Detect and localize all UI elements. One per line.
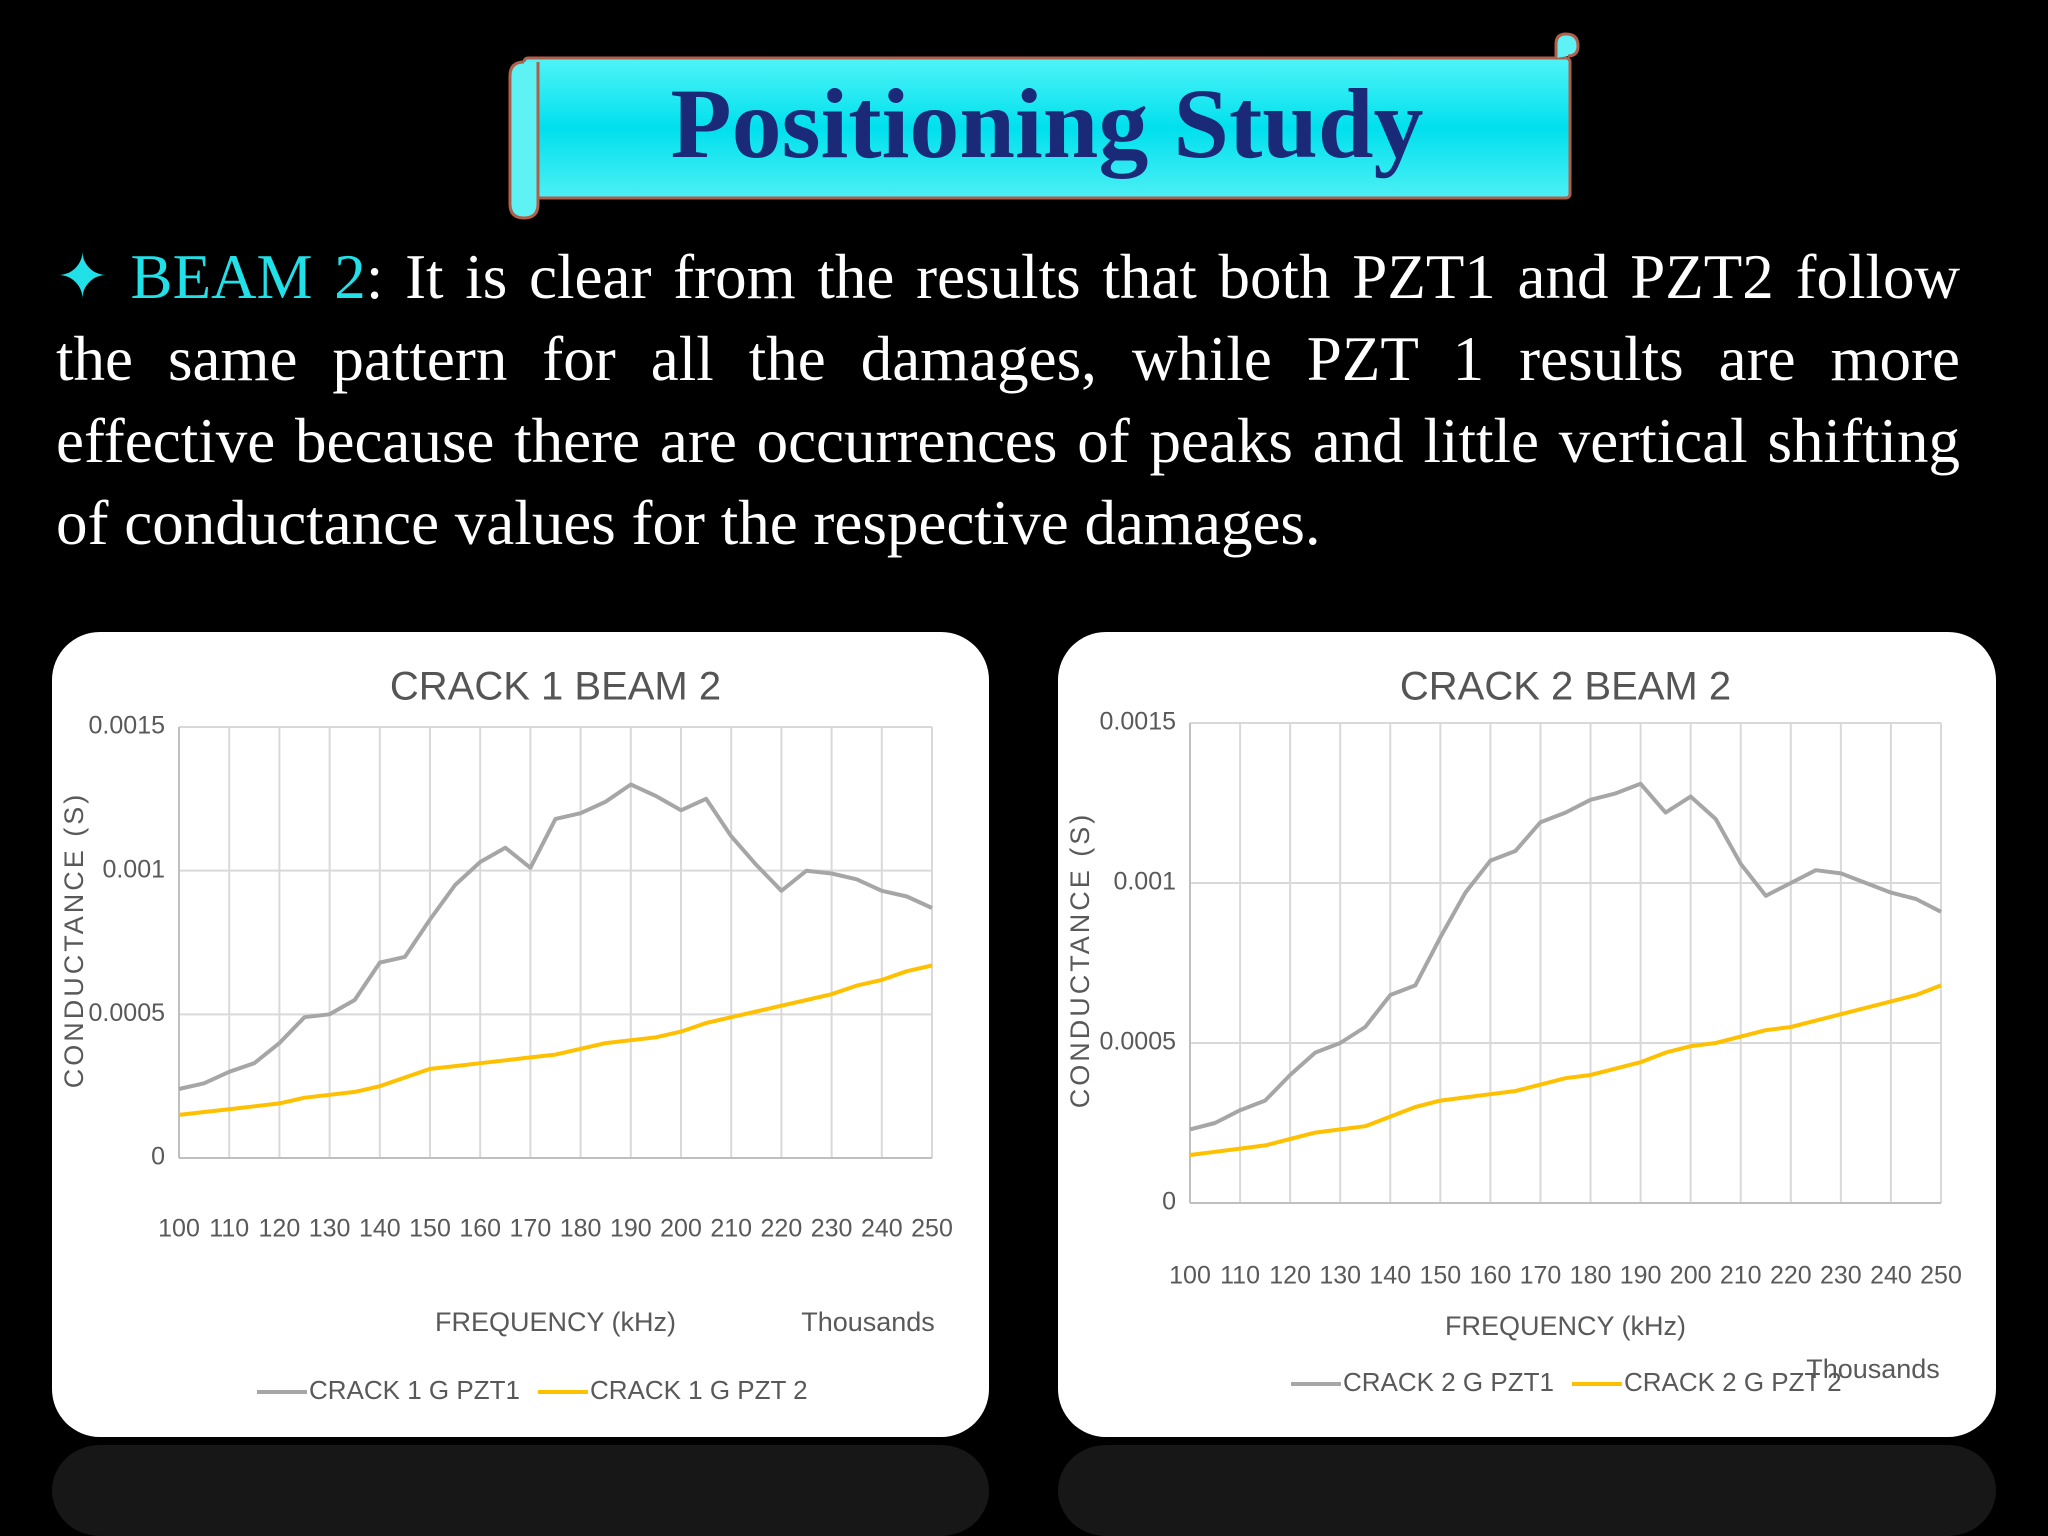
x-tick-label: 250 bbox=[911, 1215, 953, 1243]
x-tick-label: 220 bbox=[761, 1215, 803, 1243]
x-tick-label: 180 bbox=[1570, 1262, 1612, 1290]
title-banner: Positioning Study bbox=[508, 32, 1580, 220]
charts: CRACK 1 BEAM 2 0 0.0005 0.001 0.0015 100 110 12… bbox=[59, 665, 1962, 1405]
x-axis-label: FREQUENCY (kHz) bbox=[435, 1307, 676, 1337]
chart-panel bbox=[52, 632, 989, 1437]
x-tick-label: 180 bbox=[560, 1215, 602, 1243]
legend-label: CRACK 1 G PZT1 bbox=[309, 1375, 520, 1405]
data-line bbox=[1189, 781, 1942, 1132]
data-line bbox=[1189, 983, 1942, 1157]
x-tick-label: 140 bbox=[1369, 1262, 1411, 1290]
y-tick-label: 0.001 bbox=[1113, 868, 1176, 896]
chart: CRACK 2 BEAM 2 0 0.0005 0.001 0.0015 100 110 12… bbox=[1065, 665, 1962, 1397]
x-tick-label: 100 bbox=[1169, 1262, 1211, 1290]
chart: CRACK 1 BEAM 2 0 0.0005 0.001 0.0015 100 110 12… bbox=[59, 665, 953, 1405]
y-axis-label: CONDUCTANCE (S) bbox=[1065, 812, 1095, 1109]
chart-panel bbox=[1058, 632, 1996, 1437]
banner-curl-right bbox=[1554, 32, 1580, 58]
y-tick-label: 0.0005 bbox=[1100, 1028, 1176, 1056]
x-tick-label: 130 bbox=[309, 1215, 351, 1243]
x-tick-label: 130 bbox=[1319, 1262, 1361, 1290]
x-tick-label: 170 bbox=[510, 1215, 552, 1243]
x-tick-label: 210 bbox=[1720, 1262, 1762, 1290]
x-tick-label: 160 bbox=[1470, 1262, 1512, 1290]
y-tick-label: 0.0015 bbox=[1100, 708, 1176, 736]
x-tick-label: 210 bbox=[710, 1215, 752, 1243]
x-unit-note: Thousands bbox=[1806, 1354, 1940, 1384]
y-tick-label: 0.0005 bbox=[89, 999, 165, 1027]
data-line bbox=[178, 782, 933, 1091]
x-tick-label: 220 bbox=[1770, 1262, 1812, 1290]
x-unit-note: Thousands bbox=[801, 1307, 935, 1337]
x-tick-label: 190 bbox=[610, 1215, 652, 1243]
banner-curl-left bbox=[508, 60, 540, 220]
x-tick-label: 160 bbox=[459, 1215, 501, 1243]
y-axis-label: CONDUCTANCE (S) bbox=[59, 792, 89, 1089]
x-tick-label: 230 bbox=[1820, 1262, 1862, 1290]
legend-label: CRACK 1 G PZT 2 bbox=[590, 1375, 808, 1405]
y-tick-label: 0 bbox=[151, 1143, 165, 1171]
body-paragraph: ✦ BEAM 2: It is clear from the results t… bbox=[56, 236, 1960, 564]
x-tick-label: 230 bbox=[811, 1215, 853, 1243]
x-tick-label: 110 bbox=[209, 1215, 249, 1243]
x-tick-label: 150 bbox=[409, 1215, 451, 1243]
x-tick-label: 110 bbox=[1220, 1262, 1260, 1290]
y-tick-label: 0.001 bbox=[102, 855, 165, 883]
x-tick-label: 200 bbox=[1670, 1262, 1712, 1290]
legend-label: CRACK 2 G PZT1 bbox=[1343, 1367, 1554, 1397]
x-tick-label: 150 bbox=[1419, 1262, 1461, 1290]
x-tick-label: 240 bbox=[1870, 1262, 1912, 1290]
y-tick-label: 0 bbox=[1162, 1188, 1176, 1216]
x-tick-label: 190 bbox=[1620, 1262, 1662, 1290]
x-tick-label: 250 bbox=[1920, 1262, 1962, 1290]
x-tick-label: 100 bbox=[158, 1215, 200, 1243]
chart-title: CRACK 1 BEAM 2 bbox=[390, 665, 721, 709]
x-tick-label: 120 bbox=[1269, 1262, 1311, 1290]
data-line bbox=[178, 963, 933, 1117]
x-tick-label: 140 bbox=[359, 1215, 401, 1243]
x-tick-label: 240 bbox=[861, 1215, 903, 1243]
body-text: : It is clear from the results that both… bbox=[56, 242, 1960, 558]
panel-reflection bbox=[1058, 1445, 1996, 1536]
x-tick-label: 170 bbox=[1520, 1262, 1562, 1290]
legend-label: CRACK 2 G PZT 2 bbox=[1624, 1367, 1842, 1397]
x-tick-label: 120 bbox=[259, 1215, 301, 1243]
body-label: BEAM 2 bbox=[130, 242, 366, 312]
slide-title: Positioning Study bbox=[670, 68, 1423, 179]
bullet: ✦ bbox=[56, 242, 109, 312]
x-tick-label: 200 bbox=[660, 1215, 702, 1243]
y-tick-label: 0.0015 bbox=[89, 712, 165, 740]
chart-title: CRACK 2 BEAM 2 bbox=[1400, 665, 1731, 709]
panel-reflection bbox=[52, 1445, 989, 1536]
x-axis-label: FREQUENCY (kHz) bbox=[1445, 1311, 1686, 1341]
